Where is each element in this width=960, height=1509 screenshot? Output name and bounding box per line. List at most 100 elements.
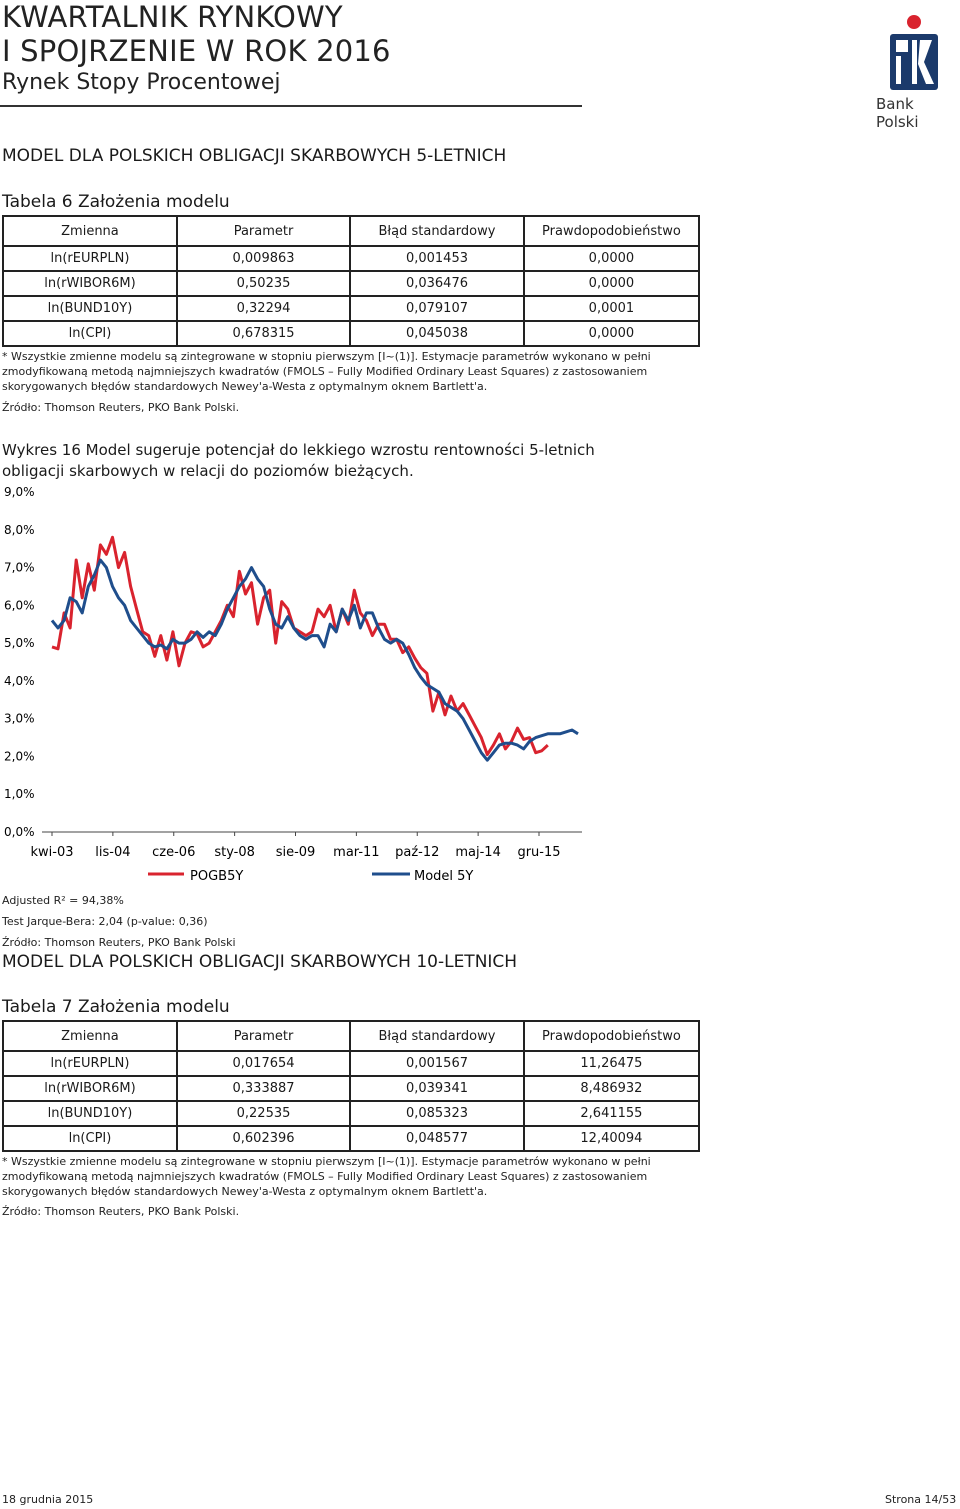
table-cell: ln(rWIBOR6M) bbox=[2, 1075, 178, 1102]
legend-label-pogb5y: POGB5Y bbox=[190, 869, 243, 884]
y-tick-label: 2,0% bbox=[4, 749, 35, 763]
table-cell: 11,26475 bbox=[522, 1050, 701, 1077]
adjusted-r2: Adjusted R² = 94,38% bbox=[2, 894, 124, 907]
column-header: Parametr bbox=[175, 215, 352, 247]
chart-title-line: Wykres 16 Model sugeruje potencjał do le… bbox=[2, 441, 595, 459]
y-tick-label: 1,0% bbox=[4, 787, 35, 801]
note-line: zmodyfikowaną metodą najmniejszych kwadr… bbox=[2, 365, 648, 378]
table-header-row: Zmienna Parametr Błąd standardowy Prawdo… bbox=[2, 1020, 701, 1052]
table-cell: 0,036476 bbox=[349, 270, 525, 297]
table-cell: 0,039341 bbox=[349, 1075, 525, 1102]
y-tick-label: 9,0% bbox=[4, 485, 35, 499]
table-cell: 0,017654 bbox=[175, 1050, 352, 1077]
table-cell: 12,40094 bbox=[522, 1125, 701, 1152]
y-tick-label: 3,0% bbox=[4, 712, 35, 726]
table-cell: 8,486932 bbox=[522, 1075, 701, 1102]
table-cell: ln(CPI) bbox=[2, 1125, 178, 1152]
table-cell: 0,0000 bbox=[522, 245, 701, 272]
x-tick-label: sty-08 bbox=[214, 845, 255, 860]
x-tick-label: paź-12 bbox=[395, 845, 439, 860]
table-cell: ln(BUND10Y) bbox=[2, 295, 178, 322]
x-tick-label: mar-11 bbox=[333, 845, 379, 860]
table6-note: * Wszystkie zmienne modelu są zintegrowa… bbox=[2, 349, 702, 394]
table-cell: 0,085323 bbox=[349, 1100, 525, 1127]
table-cell: ln(CPI) bbox=[2, 320, 178, 347]
y-tick-label: 8,0% bbox=[4, 523, 35, 537]
table-cell: ln(BUND10Y) bbox=[2, 1100, 178, 1127]
y-tick-label: 4,0% bbox=[4, 674, 35, 688]
footer-page-number: Strona 14/53 bbox=[885, 1493, 957, 1506]
y-tick-label: 5,0% bbox=[4, 636, 35, 650]
table-cell: 0,079107 bbox=[349, 295, 525, 322]
table-cell: 0,0000 bbox=[522, 320, 701, 347]
table-cell: 0,048577 bbox=[349, 1125, 525, 1152]
logo-bank-polski: Bank Polski bbox=[876, 95, 919, 131]
table-cell: 0,001453 bbox=[349, 245, 525, 272]
table-cell: 0,045038 bbox=[349, 320, 525, 347]
column-header: Prawdopodobieństwo bbox=[522, 215, 701, 247]
table7-note: * Wszystkie zmienne modelu są zintegrowa… bbox=[2, 1154, 702, 1199]
column-header: Prawdopodobieństwo bbox=[522, 1020, 701, 1052]
note-line: * Wszystkie zmienne modelu są zintegrowa… bbox=[2, 350, 651, 363]
table-row: ln(rEURPLN) 0,017654 0,001567 11,26475 bbox=[2, 1050, 701, 1077]
table-cell: 0,22535 bbox=[175, 1100, 352, 1127]
note-line: * Wszystkie zmienne modelu są zintegrowa… bbox=[2, 1155, 651, 1168]
jarque-bera: Test Jarque-Bera: 2,04 (p-value: 0,36) bbox=[2, 915, 208, 928]
table-cell: 0,009863 bbox=[175, 245, 352, 272]
table-cell: 2,641155 bbox=[522, 1100, 701, 1127]
table-cell: ln(rEURPLN) bbox=[2, 245, 178, 272]
table-row: ln(rWIBOR6M) 0,50235 0,036476 0,0000 bbox=[2, 270, 701, 297]
table6-source: Źródło: Thomson Reuters, PKO Bank Polski… bbox=[2, 401, 240, 414]
x-tick-label: kwi-03 bbox=[30, 845, 73, 860]
x-tick-label: gru-15 bbox=[517, 845, 560, 860]
x-tick-label: cze-06 bbox=[152, 845, 195, 860]
yield-chart: 9,0% 8,0% 7,0% 6,0% 5,0% 4,0% 3,0% 2,0% 1,0% 0,0%… bbox=[4, 485, 582, 884]
table7-source: Źródło: Thomson Reuters, PKO Bank Polski… bbox=[2, 1205, 240, 1218]
chart-title: Wykres 16 Model sugeruje potencjał do le… bbox=[2, 440, 702, 482]
table-cell: 0,602396 bbox=[175, 1125, 352, 1152]
x-axis-ticks bbox=[51, 832, 540, 836]
table-row: ln(rEURPLN) 0,009863 0,001453 0,0000 bbox=[2, 245, 701, 272]
table-cell: 0,32294 bbox=[175, 295, 352, 322]
series-line-pogb5y bbox=[51, 535, 549, 757]
report-title-line1: KWARTALNIK RYNKOWY bbox=[2, 0, 343, 34]
header-rule bbox=[0, 105, 582, 107]
note-line: skorygowanych błędów standardowych Newey… bbox=[2, 380, 488, 393]
x-tick-label: maj-14 bbox=[455, 845, 500, 860]
table6: Zmienna Parametr Błąd standardowy Prawdo… bbox=[2, 215, 701, 347]
y-tick-label: 0,0% bbox=[4, 825, 35, 839]
table7-title: Tabela 7 Założenia modelu bbox=[2, 997, 230, 1017]
x-axis: kwi-03 lis-04 cze-06 sty-08 sie-09 mar-11 paź-… bbox=[30, 845, 560, 860]
note-line: skorygowanych błędów standardowych Newey… bbox=[2, 1185, 488, 1198]
table-row: ln(CPI) 0,602396 0,048577 12,40094 bbox=[2, 1125, 701, 1152]
table-cell: 0,0001 bbox=[522, 295, 701, 322]
table-cell: ln(rEURPLN) bbox=[2, 1050, 178, 1077]
x-tick-label: sie-09 bbox=[276, 845, 316, 860]
table-header-row: Zmienna Parametr Błąd standardowy Prawdo… bbox=[2, 215, 701, 247]
table-cell: 0,333887 bbox=[175, 1075, 352, 1102]
table-row: ln(rWIBOR6M) 0,333887 0,039341 8,486932 bbox=[2, 1075, 701, 1102]
table7: Zmienna Parametr Błąd standardowy Prawdo… bbox=[2, 1020, 701, 1152]
pko-logo-icon bbox=[882, 14, 946, 94]
note-line: zmodyfikowaną metodą najmniejszych kwadr… bbox=[2, 1170, 648, 1183]
table-cell: 0,001567 bbox=[349, 1050, 525, 1077]
section-title-10y: MODEL DLA POLSKICH OBLIGACJI SKARBOWYCH … bbox=[2, 952, 518, 972]
table-row: ln(CPI) 0,678315 0,045038 0,0000 bbox=[2, 320, 701, 347]
table-cell: ln(rWIBOR6M) bbox=[2, 270, 178, 297]
table6-title: Tabela 6 Założenia modelu bbox=[2, 192, 230, 212]
legend-label-model-5y: Model 5Y bbox=[414, 869, 473, 884]
x-tick-label: lis-04 bbox=[95, 845, 130, 860]
column-header: Błąd standardowy bbox=[349, 1020, 525, 1052]
column-header: Zmienna bbox=[2, 215, 178, 247]
column-header: Parametr bbox=[175, 1020, 352, 1052]
column-header: Błąd standardowy bbox=[349, 215, 525, 247]
chart-source: Źródło: Thomson Reuters, PKO Bank Polski bbox=[2, 936, 236, 949]
y-axis: 9,0% 8,0% 7,0% 6,0% 5,0% 4,0% 3,0% 2,0% 1,0% 0,0% bbox=[4, 485, 35, 839]
table-cell: 0,0000 bbox=[522, 270, 701, 297]
report-subtitle: Rynek Stopy Procentowej bbox=[2, 70, 281, 95]
table-row: ln(BUND10Y) 0,32294 0,079107 0,0001 bbox=[2, 295, 701, 322]
table-row: ln(BUND10Y) 0,22535 0,085323 2,641155 bbox=[2, 1100, 701, 1127]
footer-date: 18 grudnia 2015 bbox=[2, 1493, 94, 1506]
table-cell: 0,678315 bbox=[175, 320, 352, 347]
chart-title-line: obligacji skarbowych w relacji do poziom… bbox=[2, 462, 414, 480]
